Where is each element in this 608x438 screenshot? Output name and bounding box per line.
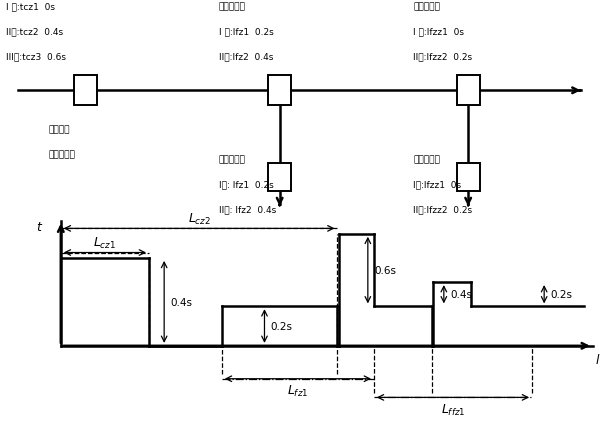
Text: 0.2s: 0.2s: [271, 321, 292, 331]
Text: II段: Ifz2  0.4s: II段: Ifz2 0.4s: [219, 205, 276, 214]
Text: 第二级开关: 第二级开关: [219, 155, 246, 164]
Text: $l$: $l$: [595, 353, 600, 367]
Text: $L_{ffz1}$: $L_{ffz1}$: [441, 402, 465, 417]
Text: $L_{cz2}$: $L_{cz2}$: [188, 212, 210, 227]
Bar: [268, 164, 291, 191]
Text: I段: Ifz1  0.2s: I段: Ifz1 0.2s: [219, 180, 274, 189]
Text: II段:tcz2  0.4s: II段:tcz2 0.4s: [6, 27, 63, 36]
Text: I 段:tcz1  0s: I 段:tcz1 0s: [6, 2, 55, 11]
Bar: [74, 76, 97, 106]
Text: 第一级开关: 第一级开关: [49, 150, 75, 159]
Text: 第三级开关: 第三级开关: [413, 155, 440, 164]
Text: I段:Ifzz1  0s: I段:Ifzz1 0s: [413, 180, 461, 189]
Text: I 段:Ifzz1  0s: I 段:Ifzz1 0s: [413, 27, 465, 36]
Text: 第三级开关: 第三级开关: [413, 2, 440, 11]
Text: III段:tcz3  0.6s: III段:tcz3 0.6s: [6, 53, 66, 61]
Text: $t$: $t$: [36, 220, 44, 233]
Text: 0.6s: 0.6s: [374, 265, 396, 276]
Text: II段:Ifzz2  0.2s: II段:Ifzz2 0.2s: [413, 205, 472, 214]
Text: 0.4s: 0.4s: [450, 290, 472, 300]
Text: 出线开关: 出线开关: [49, 125, 70, 134]
Text: $L_{fz1}$: $L_{fz1}$: [287, 383, 309, 398]
Text: $L_{cz1}$: $L_{cz1}$: [94, 236, 116, 251]
Text: 0.2s: 0.2s: [550, 290, 572, 300]
Text: 第二级开关: 第二级开关: [219, 2, 246, 11]
Text: II段:Ifzz2  0.2s: II段:Ifzz2 0.2s: [413, 53, 472, 61]
Bar: [457, 76, 480, 106]
Text: I 段:Ifz1  0.2s: I 段:Ifz1 0.2s: [219, 27, 274, 36]
Text: II段:Ifz2  0.4s: II段:Ifz2 0.4s: [219, 53, 273, 61]
Text: 0.4s: 0.4s: [170, 297, 192, 307]
Bar: [457, 164, 480, 191]
Bar: [268, 76, 291, 106]
